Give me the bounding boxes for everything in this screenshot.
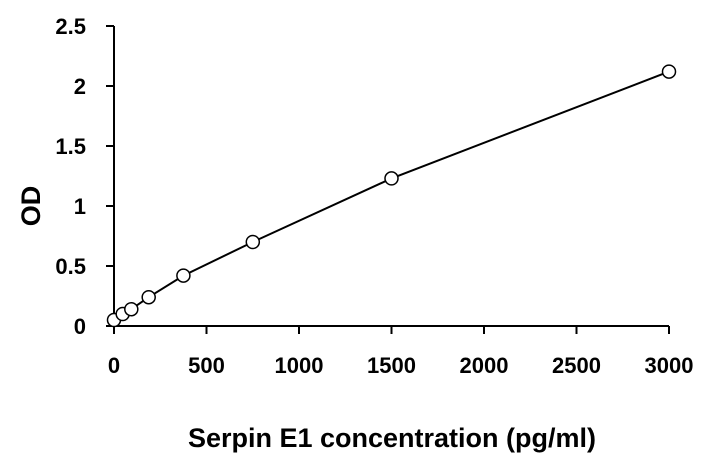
x-axis-ticks: 0 500 1000 1500 2000 2500 3000 — [108, 326, 694, 378]
y-tick-label: 0.5 — [55, 254, 86, 279]
data-series — [106, 64, 677, 328]
y-tick-label: 1 — [74, 194, 86, 219]
data-point — [384, 171, 399, 186]
x-tick-label: 3000 — [645, 353, 694, 378]
data-point — [245, 234, 261, 250]
series-line — [113, 70, 670, 321]
x-tick-label: 2000 — [460, 353, 509, 378]
x-tick-label: 0 — [108, 353, 120, 378]
data-point — [124, 301, 139, 317]
y-axis-title: OD — [16, 186, 46, 227]
x-tick-label: 500 — [188, 353, 225, 378]
y-tick-label: 2.5 — [55, 14, 86, 39]
y-tick-label: 0 — [74, 314, 86, 339]
y-tick-label: 1.5 — [55, 134, 86, 159]
y-axis-ticks: 0 0.5 1 1.5 2 2.5 — [55, 14, 114, 339]
x-tick-label: 2500 — [552, 353, 601, 378]
data-point — [141, 289, 156, 305]
data-point — [661, 64, 677, 79]
data-point — [176, 268, 191, 283]
x-axis-title: Serpin E1 concentration (pg/ml) — [188, 423, 596, 453]
x-tick-label: 1000 — [275, 353, 324, 378]
x-tick-label: 1500 — [367, 353, 416, 378]
y-tick-label: 2 — [74, 74, 86, 99]
